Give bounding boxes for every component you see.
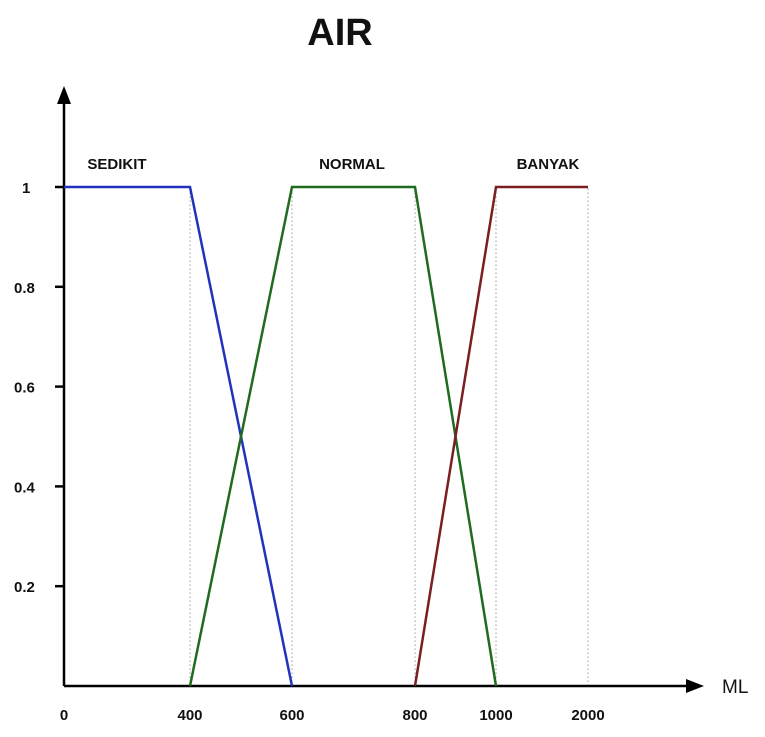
series-label-normal: NORMAL (319, 156, 385, 173)
series-line-normal (188, 185, 498, 687)
y-tick-label: 1 (22, 180, 30, 197)
x-axis-label: ML (722, 677, 748, 698)
y-tick-label: 0.4 (14, 479, 36, 496)
series-label-banyak: BANYAK (517, 156, 580, 173)
series-label-sedikit: SEDIKIT (87, 156, 146, 173)
x-tick-label: 0 (60, 707, 68, 724)
axes (57, 86, 704, 693)
series-line-sedikit (64, 185, 294, 687)
series-labels: SEDIKIT NORMAL BANYAK (87, 156, 579, 173)
y-axis-arrow (57, 86, 71, 104)
x-tick-label: 1000 (479, 707, 512, 724)
x-tick-label: 600 (279, 707, 304, 724)
y-tick-label: 0.2 (14, 579, 35, 596)
x-tick-label: 400 (177, 707, 202, 724)
guide-lines (189, 187, 589, 686)
x-ticks: 0 400 600 800 1000 2000 (60, 707, 605, 724)
y-ticks: 0.2 0.4 0.6 0.8 1 (14, 180, 64, 596)
series-line-banyak (413, 185, 588, 687)
x-tick-label: 2000 (571, 707, 604, 724)
x-axis-arrow (686, 679, 704, 693)
y-tick-label: 0.6 (14, 380, 35, 397)
x-tick-label: 800 (402, 707, 427, 724)
series-lines (64, 185, 588, 687)
y-tick-label: 0.8 (14, 280, 35, 297)
chart-title: AIR (307, 12, 373, 54)
